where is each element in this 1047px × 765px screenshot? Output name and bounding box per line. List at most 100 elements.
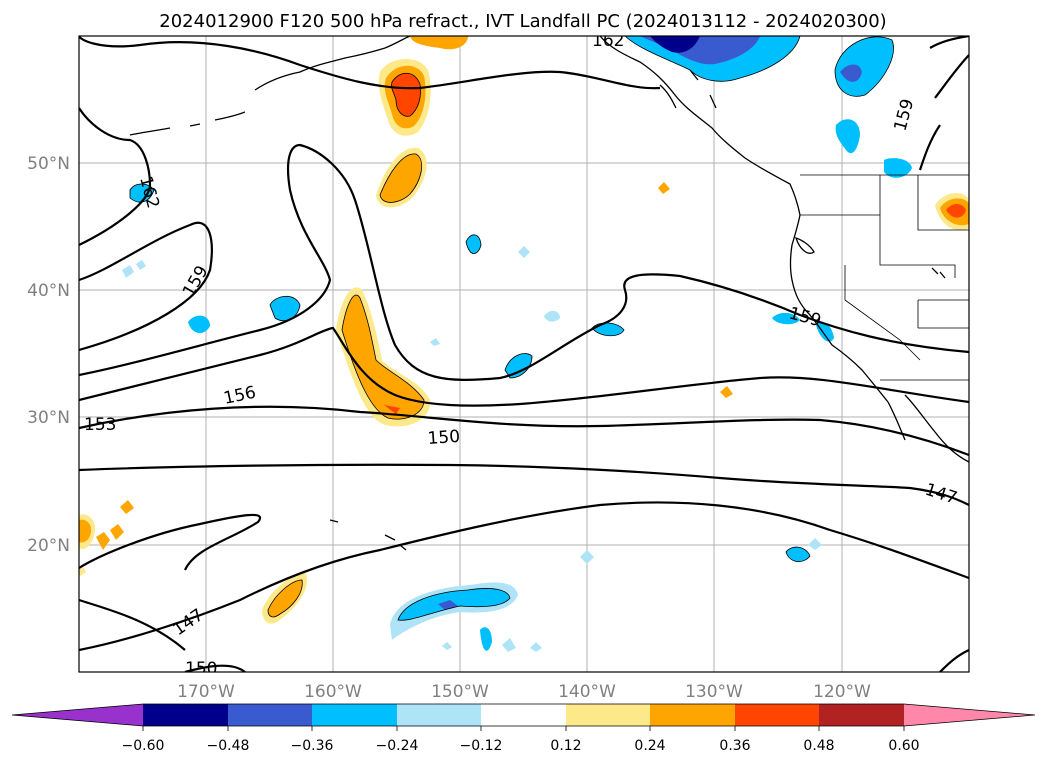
positive-shading bbox=[79, 36, 969, 624]
map-title: 2024012900 F120 500 hPa refract., IVT La… bbox=[159, 11, 886, 32]
latitude-labels: 50°N 40°N 30°N 20°N bbox=[27, 154, 70, 556]
contour-label: 150 bbox=[185, 659, 217, 679]
colorbar-extend-high bbox=[904, 704, 1035, 726]
lon-label: 150°W bbox=[431, 682, 489, 702]
shade-central-band-red bbox=[384, 405, 400, 414]
shade-top-orange bbox=[410, 36, 468, 50]
shade-hawaii-spot-3 bbox=[442, 642, 452, 650]
contour-150-se bbox=[939, 648, 969, 672]
colorbar: −0.60 −0.48 −0.36 −0.24 −0.12 0.12 0.24 … bbox=[11, 703, 1036, 754]
contour-147 bbox=[79, 463, 969, 506]
shade-west-spot-blue-1 bbox=[122, 265, 134, 278]
colorbar-tick-label: 0.36 bbox=[719, 738, 750, 754]
bc-coast bbox=[599, 36, 801, 216]
contour-159-east-2 bbox=[918, 124, 941, 171]
contour-label: 150 bbox=[427, 427, 461, 449]
shade-mid-north-orange bbox=[380, 153, 422, 203]
contour-147-south-loop bbox=[79, 513, 261, 571]
longitude-labels: 170°W 160°W 150°W 140°W 130°W 120°W bbox=[177, 682, 871, 702]
lon-label: 160°W bbox=[304, 682, 362, 702]
us-west-coast bbox=[789, 214, 889, 403]
shade-south-blue-3 bbox=[808, 538, 822, 550]
shade-hawaii-cyan-2 bbox=[480, 627, 492, 651]
colorbar-tick-label: −0.12 bbox=[460, 738, 503, 754]
contour-150-south bbox=[184, 664, 246, 672]
shade-south-blue-spot bbox=[580, 550, 594, 564]
contour-153 bbox=[79, 326, 969, 407]
contour-150-sw bbox=[79, 598, 186, 651]
shade-ca-coast-blue bbox=[772, 312, 800, 325]
lon-label: 120°W bbox=[813, 682, 871, 702]
colorbar-tick-label: 0.24 bbox=[634, 738, 665, 754]
colorbar-swatch bbox=[819, 704, 904, 726]
colorbar-tick-label: 0.12 bbox=[550, 738, 581, 754]
shade-alaska-gulf-strong bbox=[391, 73, 421, 117]
shade-west-orange bbox=[79, 519, 92, 543]
shade-spot-offshore bbox=[720, 386, 733, 398]
contour-159-west bbox=[79, 221, 213, 352]
colorbar-tick-marks bbox=[142, 726, 905, 731]
baja-coast bbox=[887, 394, 969, 463]
colorbar-tick-label: 0.48 bbox=[803, 738, 834, 754]
shade-hawaii-spot-2 bbox=[530, 642, 542, 652]
shade-west-mid-blue bbox=[270, 296, 300, 321]
contour-label: 153 bbox=[84, 415, 116, 435]
lon-label: 170°W bbox=[177, 682, 235, 702]
shade-mid-blue-5 bbox=[505, 353, 532, 378]
shade-west-north bbox=[130, 184, 154, 203]
height-contours bbox=[79, 36, 969, 672]
lon-label: 140°W bbox=[558, 682, 616, 702]
colorbar-tick-label: −0.48 bbox=[207, 738, 250, 754]
shade-west-spot bbox=[96, 532, 110, 550]
map-frame bbox=[78, 35, 970, 673]
colorbar-swatch bbox=[566, 704, 650, 726]
state-border-1 bbox=[800, 214, 956, 278]
colorbar-swatch bbox=[397, 704, 481, 726]
contour-150 bbox=[79, 405, 969, 457]
colorbar-swatch bbox=[143, 704, 228, 726]
contour-162-west bbox=[79, 107, 152, 246]
colorbar-swatch bbox=[650, 704, 735, 726]
contour-label: 162 bbox=[592, 31, 624, 51]
state-border-ca-nv bbox=[844, 265, 921, 361]
shade-outlines bbox=[129, 36, 894, 621]
shade-spot-ne-pacific bbox=[658, 182, 670, 194]
shade-hawaii-spot bbox=[502, 638, 516, 652]
lat-label: 40°N bbox=[27, 281, 70, 301]
state-border-2 bbox=[879, 175, 969, 231]
contour-156 bbox=[79, 143, 969, 381]
colorbar-tick-label: 0.60 bbox=[888, 738, 919, 754]
lat-label: 50°N bbox=[27, 154, 70, 174]
lon-label: 130°W bbox=[685, 682, 743, 702]
shade-canada-blue bbox=[840, 64, 862, 82]
political-borders bbox=[800, 174, 969, 381]
shade-mid-blue-6 bbox=[430, 338, 440, 346]
colorbar-tick-label: −0.24 bbox=[376, 738, 419, 754]
shade-montana bbox=[884, 158, 912, 178]
shade-bc-interior bbox=[835, 119, 860, 154]
contour-162-north bbox=[79, 36, 661, 90]
lat-label: 30°N bbox=[27, 408, 70, 428]
shade-west-spot-3 bbox=[120, 500, 134, 514]
shade-mid-blue-3 bbox=[544, 310, 560, 322]
shade-mid-blue-1 bbox=[466, 234, 481, 254]
shade-west-mid-blue-2 bbox=[188, 315, 210, 334]
lat-label: 20°N bbox=[27, 536, 70, 556]
alaska-coast bbox=[254, 36, 411, 91]
shade-west-spot-2 bbox=[110, 524, 124, 540]
colorbar-swatch bbox=[481, 704, 566, 726]
shade-south-orange bbox=[268, 580, 303, 617]
aleutian-islands bbox=[129, 111, 246, 136]
shade-ca-coast-blue-2 bbox=[816, 322, 834, 342]
colorbar-tick-label: −0.36 bbox=[291, 738, 334, 754]
shade-west-spot-blue-2 bbox=[136, 260, 146, 270]
inland-lakes bbox=[931, 267, 946, 279]
map-area: 162 159 156 153 150 147 159 147 150 162 … bbox=[79, 31, 969, 679]
shade-mid-blue-2 bbox=[518, 246, 530, 258]
shade-central-band-orange bbox=[342, 295, 424, 420]
bc-islands bbox=[659, 69, 717, 109]
contour-label-group: 162 159 156 153 150 147 159 147 150 162 … bbox=[84, 31, 960, 679]
colorbar-tick-label: −0.60 bbox=[122, 738, 165, 754]
colorbar-swatch bbox=[735, 704, 819, 726]
